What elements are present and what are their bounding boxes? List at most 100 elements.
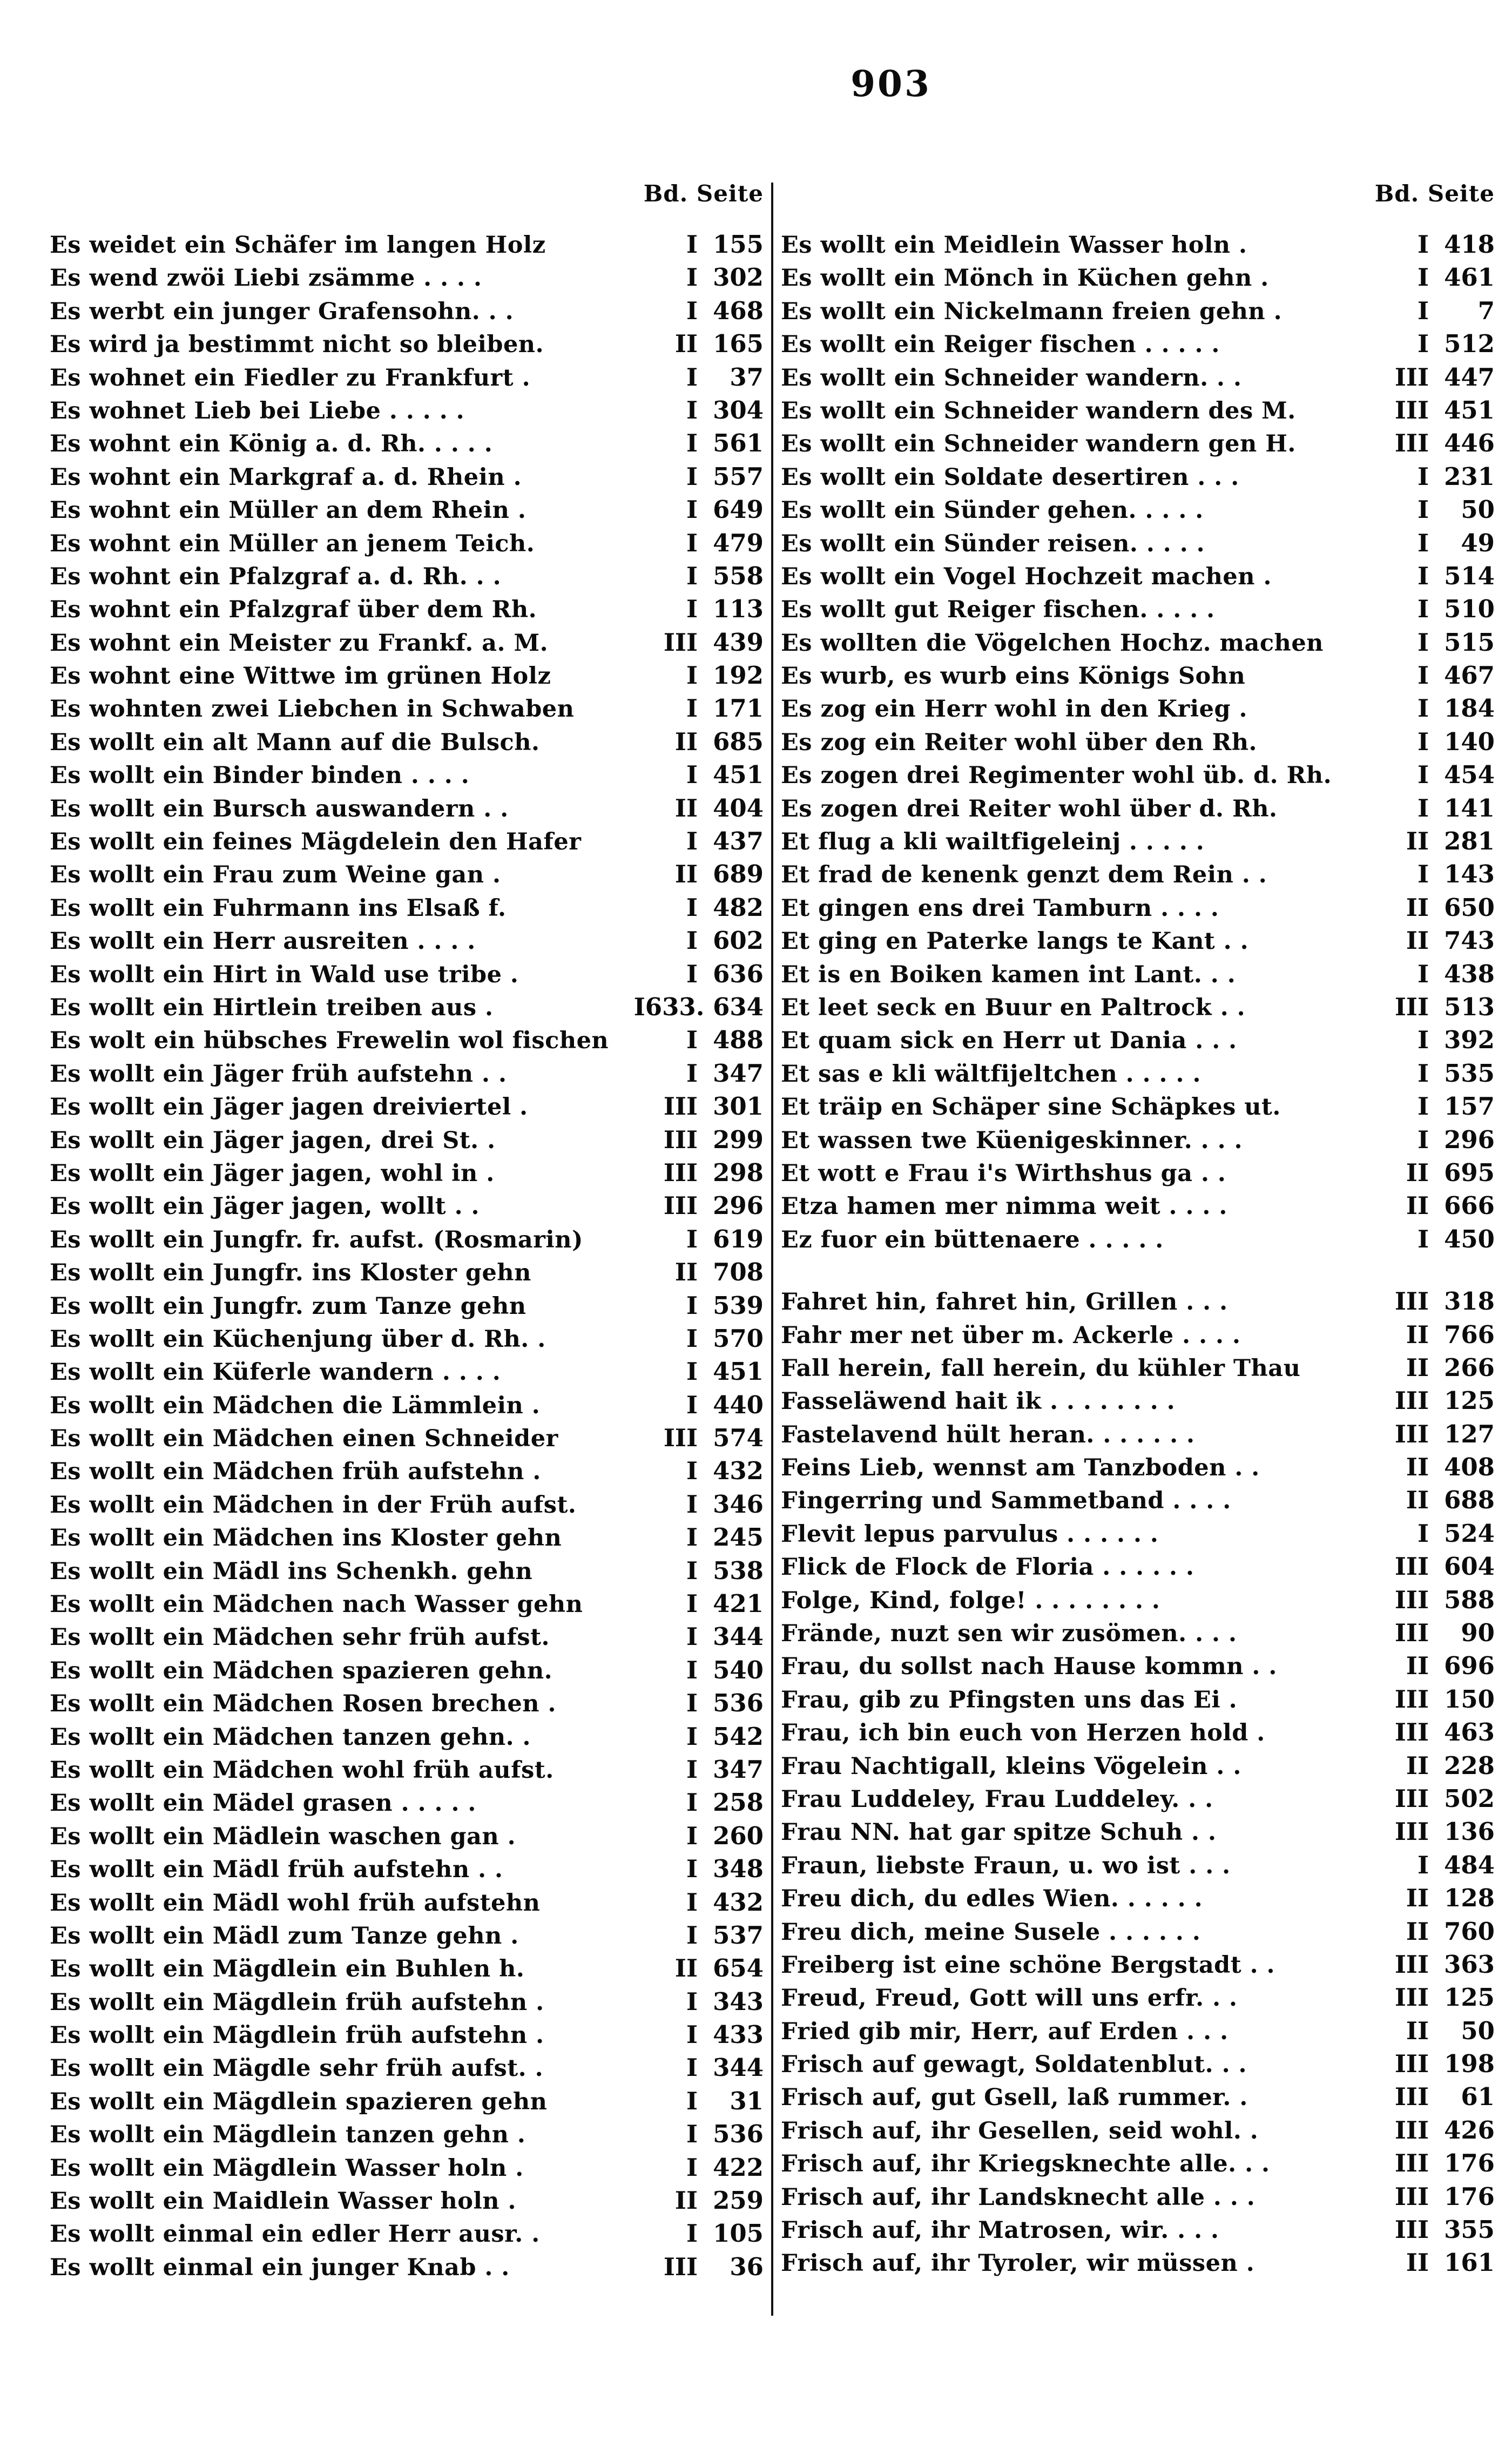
index-entry: Fastelavend hült heran. . . . . . . III 12…: [781, 1420, 1495, 1453]
index-entry: Es weidet ein Schäfer im langen Holz I 155: [50, 230, 764, 263]
index-entry: Frau, du sollst nach Hause kommn . . II 69…: [781, 1651, 1495, 1684]
index-entry: Freud, Freud, Gott will uns erfr. . . III…: [781, 1983, 1495, 2016]
song-title: Et quam sick en Herr ut Dania . . .: [781, 1027, 1237, 1055]
volume-numeral: I: [686, 1655, 698, 1684]
index-entry: Es wollt ein Mädchen tanzen gehn. . I 542: [50, 1722, 764, 1755]
volume-numeral: III: [1394, 362, 1429, 392]
song-title: Es wollt ein Jungfr. fr. aufst. (Rosmari…: [50, 1226, 583, 1253]
page-reference: 304: [713, 395, 764, 424]
index-entry: Et quam sick en Herr ut Dania . . . I 392: [781, 1026, 1495, 1058]
song-title: Es wollt ein Jäger jagen, wollt . .: [50, 1193, 480, 1220]
volume-numeral: I: [686, 1920, 698, 1950]
song-title: Es wollt ein Schneider wandern. . .: [781, 364, 1242, 392]
song-title: Es wollt ein Sünder reisen. . . . .: [781, 530, 1205, 557]
index-entry: Es wollt ein Vogel Hochzeit machen . I 514: [781, 562, 1495, 595]
volume-numeral: I: [686, 1589, 698, 1618]
page-reference: 513: [1444, 992, 1495, 1021]
index-entry: Frisch auf, ihr Tyroler, wir müssen . II 1…: [781, 2248, 1495, 2281]
volume-numeral: III: [1394, 1784, 1429, 1813]
index-entry: Et wott e Frau i's Wirthshus ga . . II 695: [781, 1158, 1495, 1191]
volume-numeral: I: [1417, 329, 1429, 359]
volume-numeral: II: [674, 1954, 698, 1983]
song-title: Es wollt ein Jäger jagen, drei St. .: [50, 1127, 496, 1154]
song-title: Es wollt ein Mädl wohl früh aufstehn: [50, 1889, 541, 1917]
index-entry: Es wohnt ein Pfalzgraf über dem Rh. I 113: [50, 595, 764, 628]
page-reference: 363: [1444, 1950, 1495, 1979]
volume-numeral: I: [686, 1390, 698, 1419]
page-reference: 468: [713, 296, 764, 325]
volume-numeral: I: [1417, 561, 1429, 590]
index-entry: Es wollt ein Mägdlein Wasser holn . I 422: [50, 2153, 764, 2186]
volume-numeral: I: [686, 1887, 698, 1917]
song-title: Es wollt ein Mädel grasen . . . . .: [50, 1790, 476, 1817]
volume-numeral: I: [686, 1821, 698, 1850]
page-reference: 299: [713, 1125, 764, 1154]
volume-numeral: I: [1417, 793, 1429, 822]
volume-numeral: III: [1394, 2049, 1429, 2079]
page-reference: 688: [1444, 1486, 1495, 1515]
song-title: Es wollt ein Jungfr. ins Kloster gehn: [50, 1259, 531, 1287]
song-title: Es wollt ein Maidlein Wasser holn .: [50, 2188, 516, 2215]
page-reference: 510: [1444, 595, 1495, 624]
index-entry: Es wollt ein Küchenjung über d. Rh. . I 57…: [50, 1324, 764, 1357]
page-reference: 439: [713, 628, 764, 657]
page-reference: 296: [713, 1191, 764, 1220]
index-entry: Es wohnt ein König a. d. Rh. . . . . I 561: [50, 429, 764, 462]
page-reference: 49: [1461, 528, 1495, 557]
volume-numeral: I: [686, 429, 698, 458]
index-entry: Frau Luddeley, Frau Luddeley. . . III 502: [781, 1784, 1495, 1817]
index-entry: Es zog ein Reiter wohl über den Rh. I 140: [781, 727, 1495, 760]
page-reference: 404: [713, 793, 764, 822]
volume-numeral: I: [686, 1058, 698, 1088]
volume-numeral: I: [686, 1987, 698, 2016]
index-entry: Es wollt ein Mägdlein früh aufstehn . I 34…: [50, 1987, 764, 2020]
volume-numeral: III: [663, 2252, 698, 2281]
volume-numeral: I: [686, 296, 698, 325]
song-title: Es wollt ein Jäger jagen, wohl in .: [50, 1159, 495, 1187]
page-reference: 418: [1444, 230, 1495, 259]
page-reference: 7: [1477, 296, 1495, 325]
page-reference: 574: [713, 1424, 764, 1453]
index-entry: Es wohnt ein Müller an dem Rhein . I 649: [50, 495, 764, 528]
page-reference: 422: [713, 2153, 764, 2182]
index-entry: Es wollt ein Mädchen spazieren gehn. I 540: [50, 1656, 764, 1689]
song-title: Freu dich, du edles Wien. . . . . .: [781, 1885, 1203, 1913]
volume-numeral: I: [686, 926, 698, 955]
song-title: Es wohnt ein Müller an jenem Teich.: [50, 530, 535, 557]
volume-numeral: III: [663, 1191, 698, 1220]
song-title: Es wollt ein Fuhrmann ins Elsaß f.: [50, 894, 507, 922]
index-entry: Etza hamen mer nimma weit . . . . II 666: [781, 1191, 1495, 1224]
volume-numeral: III: [1394, 1552, 1429, 1581]
volume-numeral: II: [1406, 1453, 1429, 1482]
song-title: Frau Nachtigall, kleins Vögelein . .: [781, 1752, 1241, 1780]
index-column-left: Bd. Seite Es weidet ein Schäfer im lange…: [50, 176, 764, 2285]
page-reference: 685: [713, 727, 764, 756]
index-entry: Es wollt ein Mägdlein tanzen gehn . I 536: [50, 2120, 764, 2153]
page-reference: 392: [1444, 1026, 1495, 1055]
index-entry: Es wollt ein Mädchen in der Früh aufst. I…: [50, 1490, 764, 1523]
volume-numeral: I: [686, 2020, 698, 2049]
song-title: Es wohnet ein Fiedler zu Frankfurt .: [50, 364, 531, 392]
song-title: Frisch auf, ihr Landsknecht alle . . .: [781, 2183, 1256, 2211]
page-reference: 557: [713, 462, 764, 491]
page-reference: 266: [1444, 1353, 1495, 1382]
page-reference: 536: [713, 2120, 764, 2149]
page-reference: 650: [1444, 893, 1495, 922]
index-entry: Es wollt ein Meidlein Wasser holn . I 418: [781, 230, 1495, 263]
volume-numeral: I: [1417, 1125, 1429, 1154]
index-entry: Es wollt ein Mädchen ins Kloster gehn I 24…: [50, 1523, 764, 1556]
page-reference: 467: [1444, 661, 1495, 690]
page-reference: 561: [713, 429, 764, 458]
song-title: Fall herein, fall herein, du kühler Thau: [781, 1354, 1301, 1382]
index-entry: Es wohnt eine Wittwe im grünen Holz I 192: [50, 661, 764, 694]
index-entry: Es wollt ein Jungfr. zum Tanze gehn I 539: [50, 1291, 764, 1324]
volume-numeral: II: [1406, 1486, 1429, 1515]
volume-numeral: II: [674, 860, 698, 889]
song-title: Es wollt ein Soldate desertiren . . .: [781, 463, 1239, 491]
volume-numeral: II: [1406, 1320, 1429, 1349]
volume-numeral: I: [686, 1357, 698, 1386]
volume-numeral: I: [686, 2120, 698, 2149]
page-reference: 696: [1444, 1651, 1495, 1681]
page-reference: 259: [713, 2186, 764, 2215]
song-title: Ez fuor ein büttenaere . . . . .: [781, 1226, 1164, 1253]
